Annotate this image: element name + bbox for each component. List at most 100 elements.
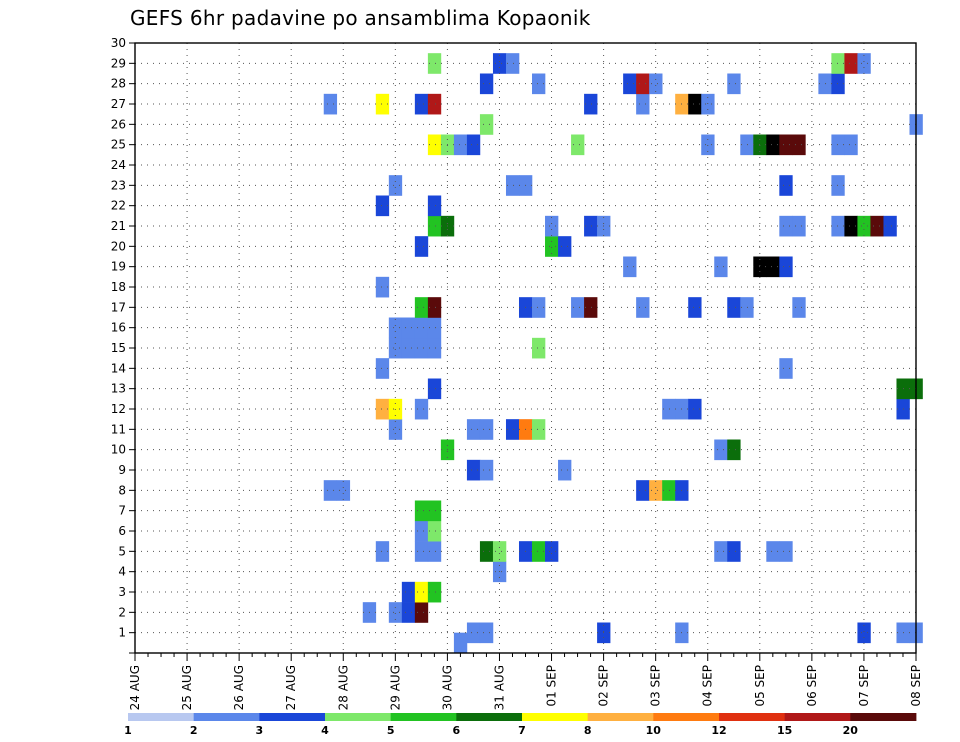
data-cell [714, 256, 728, 278]
colorbar-swatch [522, 713, 589, 721]
y-tick-label: 29 [111, 56, 126, 70]
data-cell [414, 520, 429, 542]
data-cell [479, 459, 494, 481]
data-cell [701, 93, 715, 115]
x-tick-label: 06 SEP [805, 665, 819, 707]
colorbar-swatch [719, 713, 786, 721]
data-cell [857, 215, 871, 237]
data-cell [636, 480, 650, 501]
data-cell [662, 398, 676, 420]
data-cell [623, 73, 637, 95]
data-cell [427, 520, 442, 542]
data-cell [388, 337, 403, 359]
data-cell [427, 93, 442, 115]
data-cell [427, 541, 442, 562]
x-axis: 24 AUG 25 AUG 26 AUG 27 AUG 28 AUG 29 AUG 30 A… [128, 653, 923, 710]
y-tick-label: 11 [111, 422, 126, 436]
data-cell [727, 297, 741, 318]
data-cell [414, 602, 429, 623]
y-tick-label: 12 [111, 402, 126, 416]
data-cell [792, 134, 806, 156]
x-tick-label: 07 SEP [857, 665, 871, 707]
data-cell [883, 215, 897, 237]
y-tick-label: 24 [111, 158, 126, 172]
data-cell [427, 378, 442, 400]
colorbar-label: 2 [190, 724, 198, 737]
data-cell [427, 500, 442, 522]
data-cell [505, 175, 520, 196]
y-tick-label: 5 [118, 544, 126, 558]
y-tick-label: 13 [111, 382, 126, 396]
colorbar-swatch [784, 713, 851, 721]
colorbar-swatch [259, 713, 326, 721]
data-cell [427, 337, 442, 359]
data-cell [414, 337, 429, 359]
data-cell [505, 419, 520, 440]
x-tick-label: 30 AUG [440, 665, 454, 710]
colorbar-swatch [587, 713, 654, 721]
x-tick-label: 31 AUG [493, 665, 507, 710]
data-cell [779, 256, 793, 278]
data-cell [401, 602, 416, 623]
y-tick-label: 15 [111, 341, 126, 355]
x-tick-label: 25 AUG [180, 665, 194, 710]
x-tick-label: 26 AUG [232, 665, 246, 710]
colorbar-label: 4 [321, 724, 329, 737]
grid-layer [135, 43, 916, 653]
data-cell [479, 622, 494, 644]
data-cell [779, 134, 793, 156]
data-cell [766, 256, 780, 278]
data-cell [479, 73, 494, 95]
data-cell [844, 53, 858, 74]
data-cell [584, 93, 598, 115]
data-cell [688, 297, 702, 318]
y-tick-label: 8 [118, 483, 126, 497]
data-cell [831, 53, 845, 74]
data-cell [584, 297, 598, 318]
data-cell [414, 500, 429, 522]
data-cell [766, 134, 780, 156]
data-cell [766, 541, 780, 562]
data-cell [375, 195, 390, 217]
data-cell [571, 134, 585, 156]
x-tick-label: 24 AUG [128, 665, 142, 710]
data-cell [466, 459, 481, 481]
y-tick-label: 22 [111, 199, 126, 213]
y-tick-label: 3 [118, 585, 126, 599]
data-cell [532, 73, 546, 95]
data-cell [375, 276, 390, 298]
data-cell [792, 215, 806, 237]
data-cell [388, 419, 403, 440]
data-cell [857, 53, 871, 74]
data-cell [545, 541, 559, 562]
data-cell [401, 337, 416, 359]
colorbar-swatch [390, 713, 457, 721]
y-tick-label: 4 [118, 565, 126, 579]
data-cell [688, 93, 702, 115]
y-tick-label: 27 [111, 97, 126, 111]
x-tick-label: 03 SEP [649, 665, 663, 707]
data-cell [414, 581, 429, 603]
data-cell [545, 236, 559, 257]
data-cell [727, 73, 741, 95]
data-cell [792, 297, 806, 318]
data-cell [427, 134, 442, 156]
colorbar: 1 2 3 4 5 6 7 8 10 12 15 20 [124, 713, 917, 737]
data-cell [323, 480, 338, 501]
x-tick-label: 04 SEP [701, 665, 715, 707]
data-cell [636, 297, 650, 318]
data-cell [414, 297, 429, 318]
y-tick-label: 28 [111, 77, 126, 91]
data-cell [558, 459, 572, 481]
data-cell [427, 297, 442, 318]
data-cell [388, 175, 403, 196]
data-cell [870, 215, 884, 237]
data-cell [427, 195, 442, 217]
data-cell [779, 215, 793, 237]
colorbar-swatch [456, 713, 523, 721]
data-cell [532, 337, 546, 359]
y-tick-label: 26 [111, 117, 126, 131]
y-tick-label: 23 [111, 178, 126, 192]
y-tick-label: 25 [111, 138, 126, 152]
data-cell [414, 398, 429, 420]
